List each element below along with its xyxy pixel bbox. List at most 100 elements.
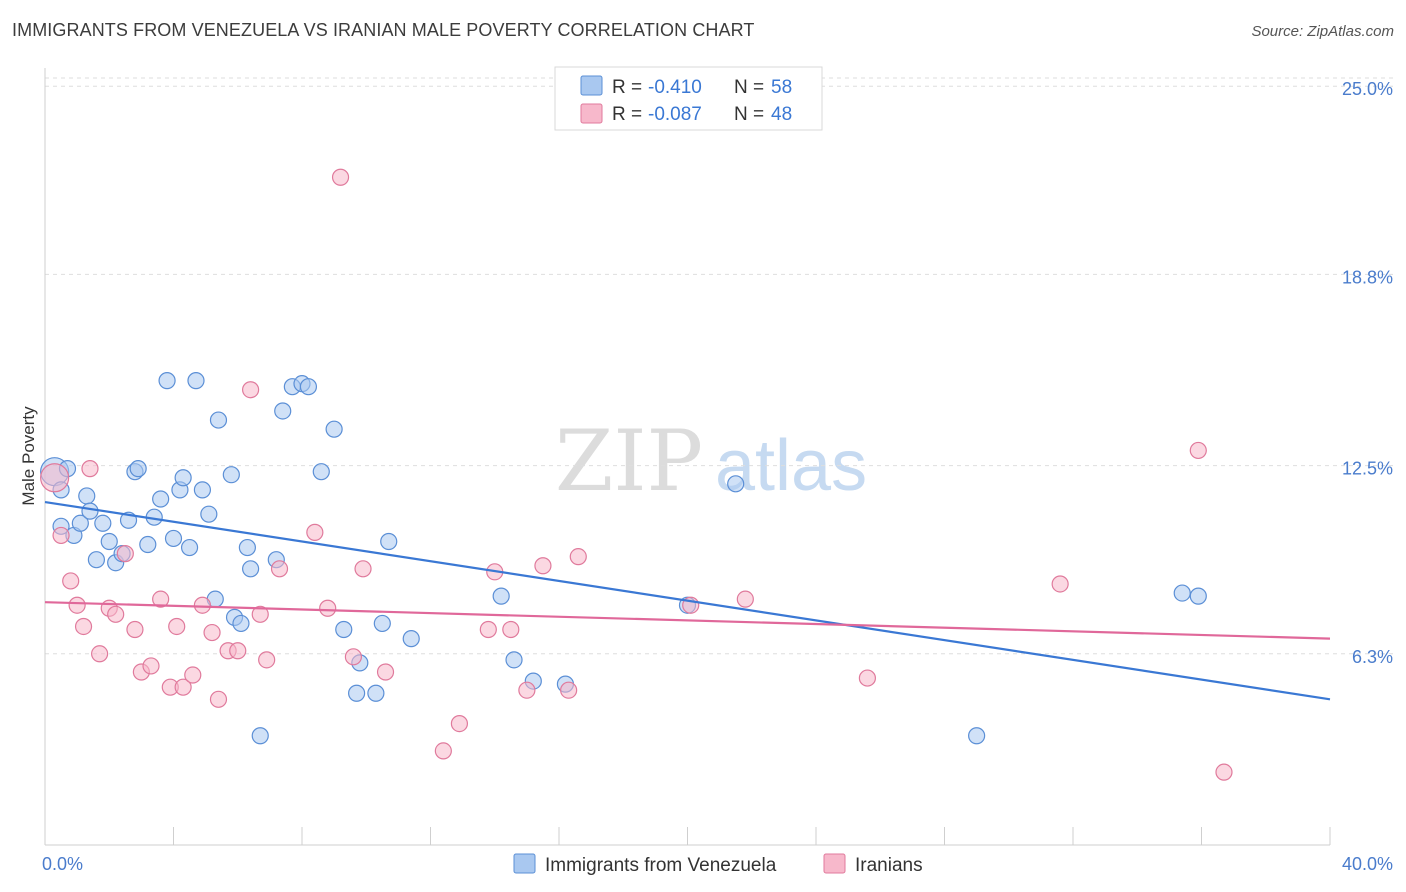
y-axis-title: Male Poverty xyxy=(19,406,38,506)
trend-lines xyxy=(44,500,1331,701)
data-point xyxy=(91,645,109,663)
data-point xyxy=(319,599,337,617)
legend-n-label: N = xyxy=(734,77,764,98)
data-point xyxy=(62,572,80,590)
data-point xyxy=(100,532,118,551)
data-point xyxy=(71,514,89,532)
data-point xyxy=(299,378,318,396)
data-point xyxy=(1215,763,1233,781)
data-point xyxy=(354,560,372,578)
x-tick-label: 0.0% xyxy=(42,854,83,874)
data-point xyxy=(348,684,366,702)
legend-r-label: R = xyxy=(612,77,642,98)
data-point xyxy=(152,590,170,608)
series-legend-swatch-iranians xyxy=(823,853,846,874)
data-point xyxy=(40,463,70,493)
legend-n-value: 48 xyxy=(771,104,792,125)
data-point xyxy=(116,545,134,563)
y-tick-label: 12.5% xyxy=(1342,459,1393,479)
data-point xyxy=(184,666,202,684)
data-point xyxy=(129,460,147,478)
watermark-zip: ZIP xyxy=(555,412,703,510)
trend-line xyxy=(44,500,1331,701)
data-point xyxy=(193,596,212,614)
data-point xyxy=(335,620,353,639)
data-point xyxy=(1189,441,1207,460)
legend-r-label: R = xyxy=(612,104,642,125)
x-tick-label: 40.0% xyxy=(1342,854,1393,874)
data-point xyxy=(164,529,183,548)
data-point xyxy=(376,663,395,681)
chart-title: IMMIGRANTS FROM VENEZUELA VS IRANIAN MAL… xyxy=(12,20,755,40)
data-point xyxy=(209,411,228,429)
data-point xyxy=(209,690,228,708)
series-iranians-points xyxy=(40,168,1233,781)
data-point xyxy=(492,587,510,605)
y-tick-label: 6.3% xyxy=(1352,647,1393,667)
data-point xyxy=(502,620,520,639)
data-point xyxy=(569,548,587,566)
data-point xyxy=(306,523,324,541)
legend-swatch-iranians xyxy=(580,103,603,124)
data-point xyxy=(450,714,469,733)
y-tick-labels: 6.3% 12.5% 18.8% 25.0% xyxy=(1342,79,1393,667)
data-point xyxy=(126,620,144,639)
data-point xyxy=(736,590,754,608)
x-axis-ticks xyxy=(44,827,1331,845)
data-point xyxy=(187,372,205,390)
series-venezuela-points xyxy=(40,372,1207,745)
series-legend-swatch-venezuela xyxy=(513,853,536,874)
data-point xyxy=(270,560,289,578)
data-point xyxy=(518,681,536,699)
watermark: ZIP atlas xyxy=(555,412,867,510)
correlation-legend: R = -0.410 N = 58 R = -0.087 N = 48 xyxy=(554,66,823,131)
data-point xyxy=(312,463,330,481)
data-point xyxy=(68,596,86,614)
trend-line xyxy=(44,601,1331,640)
data-point xyxy=(242,560,260,578)
data-point xyxy=(251,727,269,745)
data-point xyxy=(1189,587,1207,605)
data-point xyxy=(81,502,99,520)
legend-n-label: N = xyxy=(734,104,764,125)
data-point xyxy=(152,490,170,508)
data-point xyxy=(87,551,106,569)
data-point xyxy=(158,372,176,390)
data-point xyxy=(81,460,99,478)
data-point xyxy=(858,669,877,687)
data-point xyxy=(203,623,221,642)
data-point xyxy=(534,557,552,575)
data-point xyxy=(505,651,523,669)
data-point xyxy=(434,742,452,760)
series-legend-label-venezuela: Immigrants from Venezuela xyxy=(545,855,777,876)
data-point xyxy=(78,487,96,505)
legend-r-value: -0.087 xyxy=(648,104,702,125)
data-point xyxy=(727,475,745,493)
data-point xyxy=(560,681,578,699)
data-point xyxy=(142,657,160,675)
data-point xyxy=(193,481,212,499)
data-point xyxy=(174,678,192,696)
data-point xyxy=(344,648,362,666)
data-point xyxy=(331,168,350,186)
series-legend-label-iranians: Iranians xyxy=(855,855,923,876)
data-point xyxy=(232,614,250,633)
data-point xyxy=(968,727,986,745)
data-point xyxy=(258,651,276,669)
legend-n-value: 58 xyxy=(771,77,792,98)
data-point xyxy=(168,617,186,636)
data-point xyxy=(1051,575,1069,593)
y-tick-label: 25.0% xyxy=(1342,79,1393,99)
data-point xyxy=(380,532,398,551)
series-legend: Immigrants from Venezuela Iranians xyxy=(513,853,923,876)
data-point xyxy=(367,684,385,702)
data-point xyxy=(251,605,269,623)
data-point xyxy=(238,538,256,557)
data-point xyxy=(174,469,192,487)
data-point xyxy=(479,620,497,639)
data-point xyxy=(74,617,93,636)
data-point xyxy=(107,605,125,623)
data-point xyxy=(274,402,292,420)
data-point xyxy=(94,514,112,532)
